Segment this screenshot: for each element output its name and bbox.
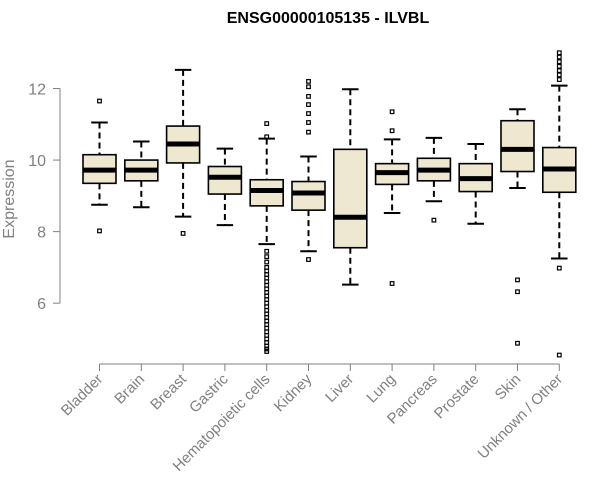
outlier-point	[306, 102, 311, 108]
outlier-point	[306, 93, 311, 99]
box-brain	[124, 140, 159, 209]
outlier-point	[515, 340, 520, 346]
outlier-point	[556, 77, 562, 82]
outlier-point	[556, 72, 562, 78]
outlier-point	[264, 121, 270, 126]
outlier-point	[97, 98, 102, 104]
outlier-point	[515, 289, 520, 295]
outlier-point	[431, 217, 437, 223]
box-skin	[500, 108, 535, 346]
y-tick-label: 10	[28, 153, 46, 170]
box-iqr	[207, 165, 243, 195]
outlier-point	[556, 265, 562, 271]
outlier-point	[389, 109, 395, 115]
box-hematopoietic-cells	[249, 121, 284, 354]
outlier-point	[97, 228, 102, 234]
box-bladder	[82, 98, 117, 234]
box-kidney	[291, 78, 326, 262]
box-gastric	[207, 147, 243, 227]
x-tick-label: Lung	[363, 371, 399, 407]
y-tick-label: 12	[28, 82, 46, 99]
outlier-point	[264, 346, 270, 352]
outlier-point	[306, 129, 311, 135]
y-axis-label: Expression	[1, 159, 18, 238]
box-pancreas	[416, 136, 452, 223]
box-lung	[374, 109, 410, 286]
outlier-point	[264, 134, 270, 140]
x-tick-label: Liver	[322, 371, 357, 406]
outlier-point	[264, 248, 270, 254]
outlier-point	[556, 63, 562, 69]
box-iqr	[500, 119, 535, 173]
box-liver	[332, 88, 368, 286]
outlier-point	[306, 78, 311, 84]
x-tick-label: Brain	[111, 371, 148, 408]
x-tick-label: Bladder	[58, 371, 107, 420]
outlier-point	[556, 352, 562, 358]
box-iqr	[291, 180, 326, 211]
outlier-point	[389, 128, 395, 134]
outlier-point	[306, 111, 311, 116]
outlier-point	[389, 281, 395, 286]
x-tick-label: Skin	[492, 371, 525, 404]
outlier-point	[306, 120, 311, 125]
outlier-point	[264, 349, 270, 354]
outlier-point	[180, 231, 186, 236]
y-tick-label: 8	[37, 225, 46, 242]
outlier-point	[264, 254, 270, 260]
outlier-point	[306, 257, 311, 262]
box-prostate	[458, 142, 494, 225]
boxplot-series	[82, 50, 577, 358]
box-unknown-other	[541, 50, 577, 358]
y-tick-label: 6	[37, 296, 46, 313]
outlier-point	[556, 50, 562, 56]
outlier-point	[556, 68, 562, 74]
box-iqr	[332, 148, 368, 249]
chart-title: ENSG00000105135 - ILVBL	[227, 10, 430, 27]
box-breast	[165, 68, 201, 236]
outlier-point	[264, 343, 270, 349]
outlier-point	[306, 84, 311, 90]
outlier-point	[515, 277, 520, 283]
x-tick-label: Prostate	[431, 371, 483, 423]
x-tick-label: Kidney	[271, 370, 316, 415]
outlier-point	[556, 59, 562, 65]
outlier-point	[264, 259, 270, 265]
x-tick-label: Breast	[147, 370, 190, 413]
y-axis: 6 8 10 12	[28, 82, 61, 313]
outlier-point	[556, 54, 562, 60]
